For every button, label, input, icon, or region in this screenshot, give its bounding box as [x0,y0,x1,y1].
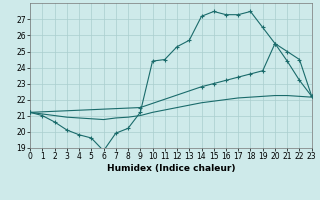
X-axis label: Humidex (Indice chaleur): Humidex (Indice chaleur) [107,164,235,173]
